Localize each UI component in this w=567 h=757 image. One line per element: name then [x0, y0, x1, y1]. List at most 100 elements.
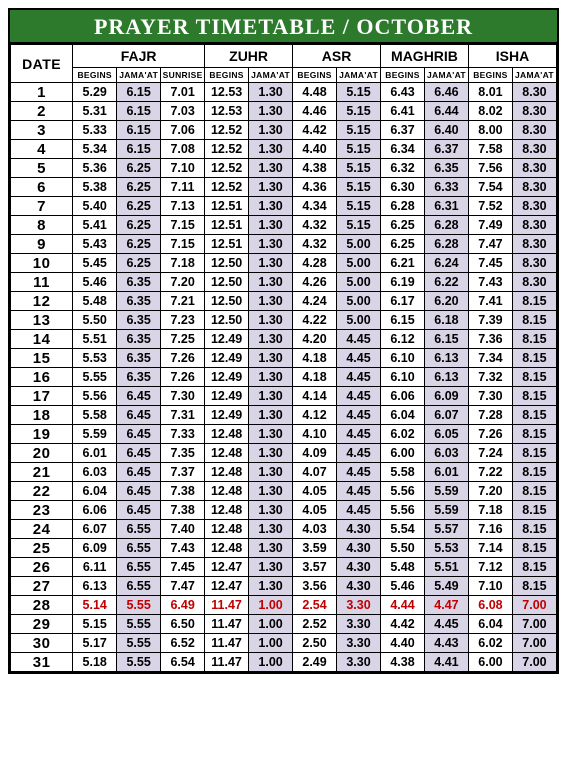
time-cell: 12.50 [205, 311, 249, 330]
time-cell: 6.06 [73, 501, 117, 520]
time-cell: 3.30 [337, 615, 381, 634]
time-cell: 6.55 [117, 539, 161, 558]
time-cell: 8.01 [468, 83, 512, 102]
time-cell: 6.49 [161, 596, 205, 615]
time-cell: 4.34 [293, 197, 337, 216]
sub-begins: BEGINS [205, 68, 249, 83]
time-cell: 6.15 [381, 311, 425, 330]
time-cell: 8.15 [512, 406, 556, 425]
time-cell: 1.30 [249, 558, 293, 577]
time-cell: 4.42 [381, 615, 425, 634]
time-cell: 5.38 [73, 178, 117, 197]
date-cell: 7 [11, 197, 73, 216]
time-cell: 6.03 [73, 463, 117, 482]
time-cell: 7.16 [468, 520, 512, 539]
time-cell: 6.30 [381, 178, 425, 197]
time-cell: 5.54 [381, 520, 425, 539]
time-cell: 7.38 [161, 482, 205, 501]
time-cell: 6.07 [424, 406, 468, 425]
time-cell: 6.32 [381, 159, 425, 178]
time-cell: 3.59 [293, 539, 337, 558]
time-cell: 8.30 [512, 254, 556, 273]
time-cell: 4.45 [337, 330, 381, 349]
time-cell: 6.09 [73, 539, 117, 558]
time-cell: 8.15 [512, 501, 556, 520]
time-cell: 6.43 [381, 83, 425, 102]
time-cell: 8.15 [512, 330, 556, 349]
time-cell: 6.09 [424, 387, 468, 406]
time-cell: 4.45 [337, 501, 381, 520]
date-cell: 14 [11, 330, 73, 349]
time-cell: 6.03 [424, 444, 468, 463]
date-cell: 12 [11, 292, 73, 311]
time-cell: 7.32 [468, 368, 512, 387]
time-cell: 12.50 [205, 292, 249, 311]
time-cell: 6.54 [161, 653, 205, 672]
time-cell: 7.18 [468, 501, 512, 520]
time-cell: 8.15 [512, 349, 556, 368]
time-cell: 7.39 [468, 311, 512, 330]
time-cell: 8.30 [512, 121, 556, 140]
table-row: 295.155.556.5011.471.002.523.304.424.456… [11, 615, 557, 634]
time-cell: 8.15 [512, 387, 556, 406]
date-cell: 13 [11, 311, 73, 330]
time-cell: 6.02 [468, 634, 512, 653]
time-cell: 5.00 [337, 292, 381, 311]
time-cell: 4.28 [293, 254, 337, 273]
time-cell: 6.45 [117, 444, 161, 463]
table-row: 15.296.157.0112.531.304.485.156.436.468.… [11, 83, 557, 102]
time-cell: 6.22 [424, 273, 468, 292]
table-row: 115.466.357.2012.501.304.265.006.196.227… [11, 273, 557, 292]
time-cell: 12.48 [205, 539, 249, 558]
time-cell: 4.30 [337, 539, 381, 558]
date-cell: 11 [11, 273, 73, 292]
time-cell: 12.47 [205, 577, 249, 596]
date-cell: 25 [11, 539, 73, 558]
time-cell: 1.00 [249, 634, 293, 653]
time-cell: 8.15 [512, 482, 556, 501]
table-row: 165.556.357.2612.491.304.184.456.106.137… [11, 368, 557, 387]
time-cell: 5.14 [73, 596, 117, 615]
time-cell: 7.00 [512, 596, 556, 615]
time-cell: 7.35 [161, 444, 205, 463]
time-cell: 7.20 [161, 273, 205, 292]
date-cell: 26 [11, 558, 73, 577]
time-cell: 5.15 [337, 216, 381, 235]
date-cell: 5 [11, 159, 73, 178]
time-cell: 6.01 [73, 444, 117, 463]
time-cell: 3.57 [293, 558, 337, 577]
time-cell: 1.30 [249, 444, 293, 463]
table-row: 35.336.157.0612.521.304.425.156.376.408.… [11, 121, 557, 140]
table-row: 55.366.257.1012.521.304.385.156.326.357.… [11, 159, 557, 178]
time-cell: 4.45 [337, 368, 381, 387]
time-cell: 6.04 [381, 406, 425, 425]
time-cell: 7.13 [161, 197, 205, 216]
time-cell: 8.15 [512, 463, 556, 482]
time-cell: 4.38 [381, 653, 425, 672]
time-cell: 6.31 [424, 197, 468, 216]
time-cell: 8.30 [512, 197, 556, 216]
time-cell: 1.30 [249, 102, 293, 121]
time-cell: 5.00 [337, 235, 381, 254]
time-cell: 7.23 [161, 311, 205, 330]
time-cell: 4.36 [293, 178, 337, 197]
time-cell: 4.30 [337, 520, 381, 539]
sub-jamaat: JAMA'AT [249, 68, 293, 83]
time-cell: 1.30 [249, 83, 293, 102]
time-cell: 4.05 [293, 482, 337, 501]
time-cell: 4.38 [293, 159, 337, 178]
time-cell: 7.58 [468, 140, 512, 159]
time-cell: 4.40 [293, 140, 337, 159]
time-cell: 1.00 [249, 653, 293, 672]
time-cell: 2.52 [293, 615, 337, 634]
date-cell: 28 [11, 596, 73, 615]
time-cell: 4.43 [424, 634, 468, 653]
time-cell: 6.25 [117, 197, 161, 216]
time-cell: 12.53 [205, 102, 249, 121]
date-cell: 21 [11, 463, 73, 482]
time-cell: 4.46 [293, 102, 337, 121]
table-row: 65.386.257.1112.521.304.365.156.306.337.… [11, 178, 557, 197]
time-cell: 6.35 [117, 349, 161, 368]
time-cell: 4.45 [337, 482, 381, 501]
time-cell: 5.33 [73, 121, 117, 140]
